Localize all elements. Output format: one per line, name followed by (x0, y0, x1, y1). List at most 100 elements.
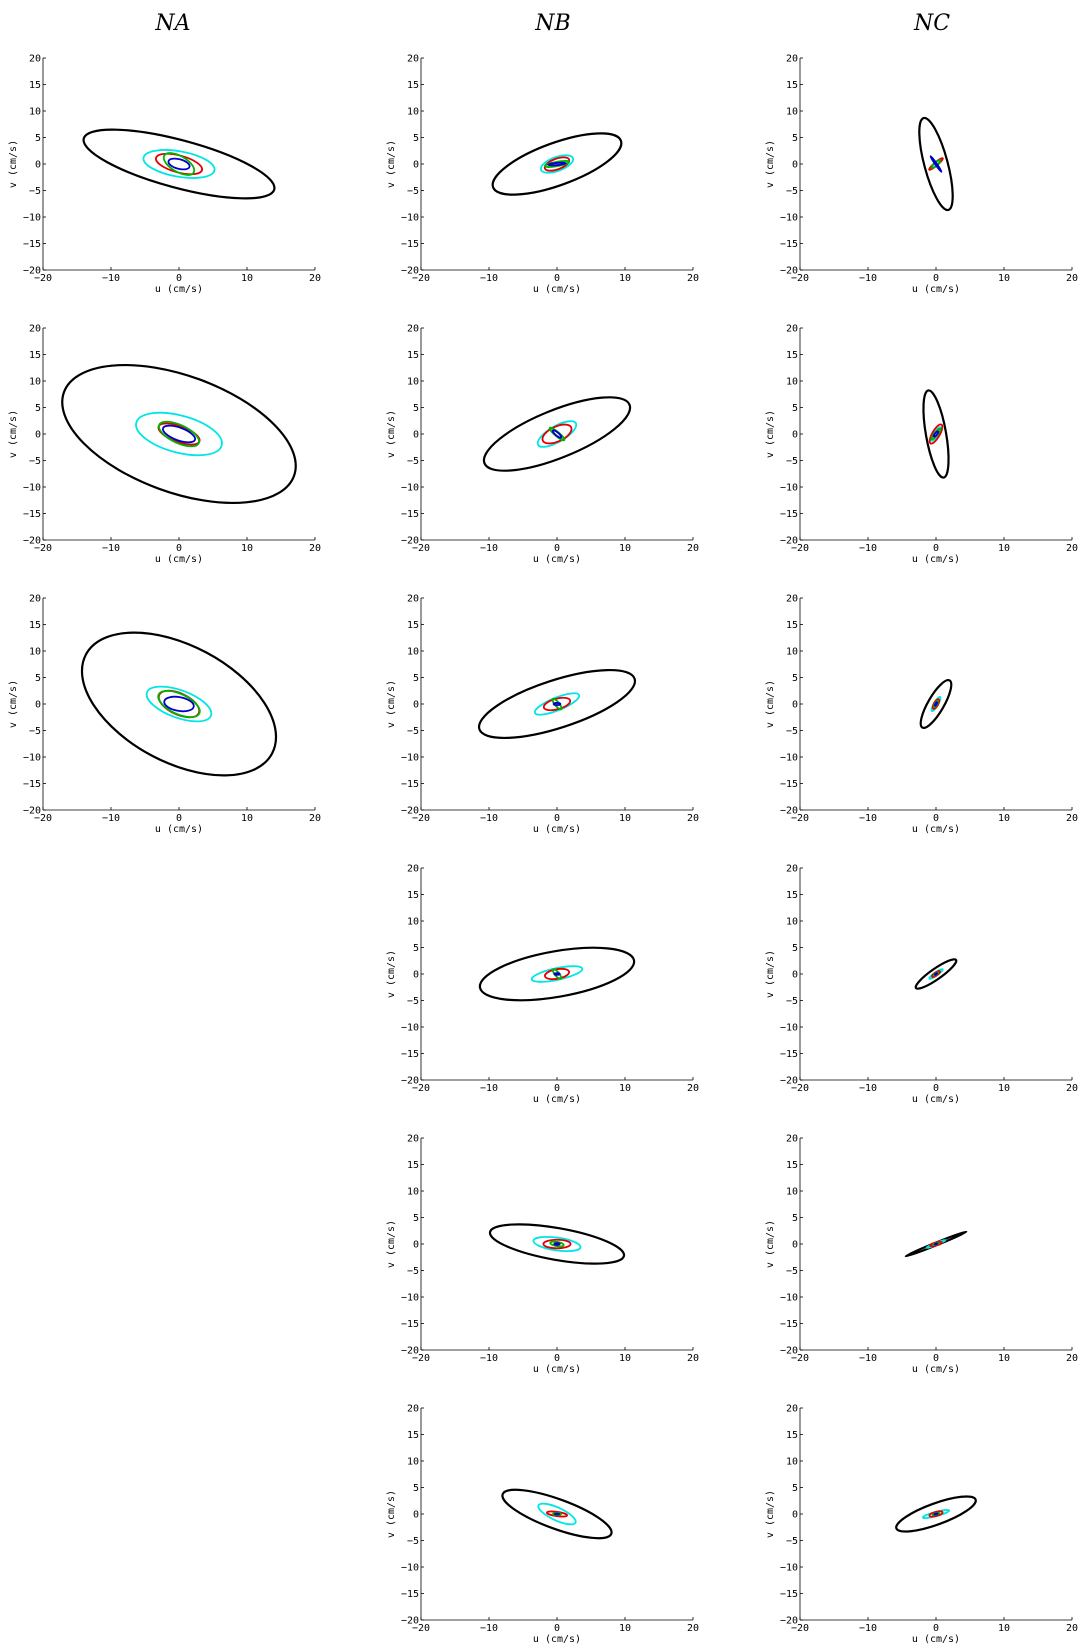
y-axis-label: v (cm/s) (8, 140, 19, 188)
x-tick-label: −20 (34, 813, 52, 824)
black-ellipse (501, 1488, 613, 1540)
y-tick-label: −15 (401, 509, 419, 520)
x-tick-label: 20 (309, 543, 321, 554)
x-axis-label: u (cm/s) (912, 284, 960, 295)
y-tick-label: 0 (413, 430, 419, 441)
y-tick-label: 10 (407, 377, 419, 388)
y-tick-label: −15 (401, 1319, 419, 1330)
y-axis-label: v (cm/s) (386, 1490, 397, 1538)
y-tick-label: 10 (407, 1187, 419, 1198)
y-tick-label: −10 (401, 483, 419, 494)
x-tick-label: 20 (687, 1623, 699, 1634)
red-ellipse (545, 1510, 569, 1518)
x-tick-label: −20 (791, 273, 809, 284)
x-axis-label: u (cm/s) (912, 1094, 960, 1105)
y-tick-label: −5 (786, 1266, 798, 1277)
y-tick-label: 0 (792, 160, 798, 171)
y-tick-label: −20 (23, 266, 41, 277)
x-axis-label: u (cm/s) (912, 1634, 960, 1645)
y-tick-label: 5 (792, 1483, 798, 1494)
y-tick-label: 10 (407, 107, 419, 118)
x-tick-label: 20 (1066, 1083, 1078, 1094)
y-tick-label: 5 (413, 133, 419, 144)
y-tick-label: −15 (23, 509, 41, 520)
blue-ellipse (933, 1512, 939, 1516)
cyan-ellipse (533, 692, 581, 716)
y-tick-label: −5 (407, 1266, 419, 1277)
x-tick-label: 20 (1066, 1353, 1078, 1364)
y-tick-label: −10 (780, 1563, 798, 1574)
black-ellipse (918, 116, 954, 212)
y-tick-label: −5 (407, 1536, 419, 1547)
y-tick-label: −5 (786, 996, 798, 1007)
y-tick-label: 20 (29, 594, 41, 605)
x-axis-label: u (cm/s) (533, 1094, 581, 1105)
y-axis-label: v (cm/s) (765, 950, 776, 998)
panel-nc-2: −20 −10 0 10 20 −20 −15 −10 −5 0 5 10 15 20 u (cm/s) v … (765, 324, 1078, 566)
y-tick-label: 15 (29, 80, 41, 91)
black-ellipse (80, 631, 278, 777)
y-tick-label: 0 (35, 160, 41, 171)
x-axis-label: u (cm/s) (912, 554, 960, 565)
x-tick-label: −10 (102, 543, 120, 554)
y-tick-label: 20 (29, 324, 41, 335)
x-tick-label: 20 (1066, 273, 1078, 284)
x-tick-label: 10 (619, 1623, 631, 1634)
y-tick-label: −20 (780, 1616, 798, 1627)
y-tick-label: 10 (29, 377, 41, 388)
black-ellipse (488, 1223, 626, 1265)
y-tick-label: −20 (780, 536, 798, 547)
x-tick-label: 10 (619, 1083, 631, 1094)
x-tick-label: −20 (791, 813, 809, 824)
y-tick-label: −10 (780, 213, 798, 224)
y-tick-label: 20 (786, 594, 798, 605)
y-tick-label: 15 (407, 890, 419, 901)
x-tick-label: −10 (859, 543, 877, 554)
y-tick-label: −20 (23, 806, 41, 817)
y-tick-label: −15 (780, 1589, 798, 1600)
x-tick-label: −10 (859, 813, 877, 824)
y-tick-label: 10 (786, 917, 798, 928)
y-tick-label: −20 (780, 806, 798, 817)
y-tick-label: 15 (786, 1160, 798, 1171)
x-axis-label: u (cm/s) (912, 1364, 960, 1375)
y-tick-label: 5 (413, 403, 419, 414)
y-tick-label: 15 (786, 350, 798, 361)
y-tick-label: 20 (29, 54, 41, 65)
x-tick-label: 10 (998, 1623, 1010, 1634)
cyan-ellipse (536, 420, 578, 448)
green-ellipse (544, 160, 570, 168)
y-axis-label: v (cm/s) (765, 1220, 776, 1268)
x-tick-label: 0 (933, 1083, 939, 1094)
y-tick-label: 15 (29, 620, 41, 631)
red-ellipse (542, 696, 572, 712)
y-tick-label: −15 (780, 509, 798, 520)
cyan-ellipse (539, 154, 575, 174)
x-tick-label: 0 (933, 543, 939, 554)
x-tick-label: −20 (34, 273, 52, 284)
y-tick-label: −15 (780, 1319, 798, 1330)
panel-nc-4: −20 −10 0 10 20 −20 −15 −10 −5 0 5 10 15 20 u (cm/s) v … (765, 864, 1078, 1106)
y-tick-label: 15 (29, 350, 41, 361)
y-tick-label: 15 (407, 80, 419, 91)
y-tick-label: −5 (786, 726, 798, 737)
y-tick-label: 0 (792, 1510, 798, 1521)
x-tick-label: 20 (687, 543, 699, 554)
y-tick-label: 5 (35, 673, 41, 684)
panels: −20 −10 0 10 20 −20 −15 −10 −5 0 5 10 15 20 u (cm/s) v … (8, 54, 1078, 1646)
green-ellipse (158, 420, 200, 448)
panel-nb-2: −20 −10 0 10 20 −20 −15 −10 −5 0 5 10 15 20 u (cm/s) v … (386, 324, 699, 566)
x-tick-label: 0 (554, 1083, 560, 1094)
y-tick-label: 20 (407, 324, 419, 335)
x-tick-label: −10 (102, 813, 120, 824)
x-axis-label: u (cm/s) (912, 824, 960, 835)
blue-ellipse (933, 972, 939, 976)
y-tick-label: 5 (792, 133, 798, 144)
x-tick-label: 20 (1066, 813, 1078, 824)
y-tick-label: 0 (413, 1510, 419, 1521)
y-tick-label: −15 (401, 239, 419, 250)
x-tick-label: 10 (241, 543, 253, 554)
panel-nb-3: −20 −10 0 10 20 −20 −15 −10 −5 0 5 10 15 20 u (cm/s) v … (386, 594, 699, 836)
y-tick-label: 20 (786, 1404, 798, 1415)
red-ellipse (155, 152, 203, 176)
